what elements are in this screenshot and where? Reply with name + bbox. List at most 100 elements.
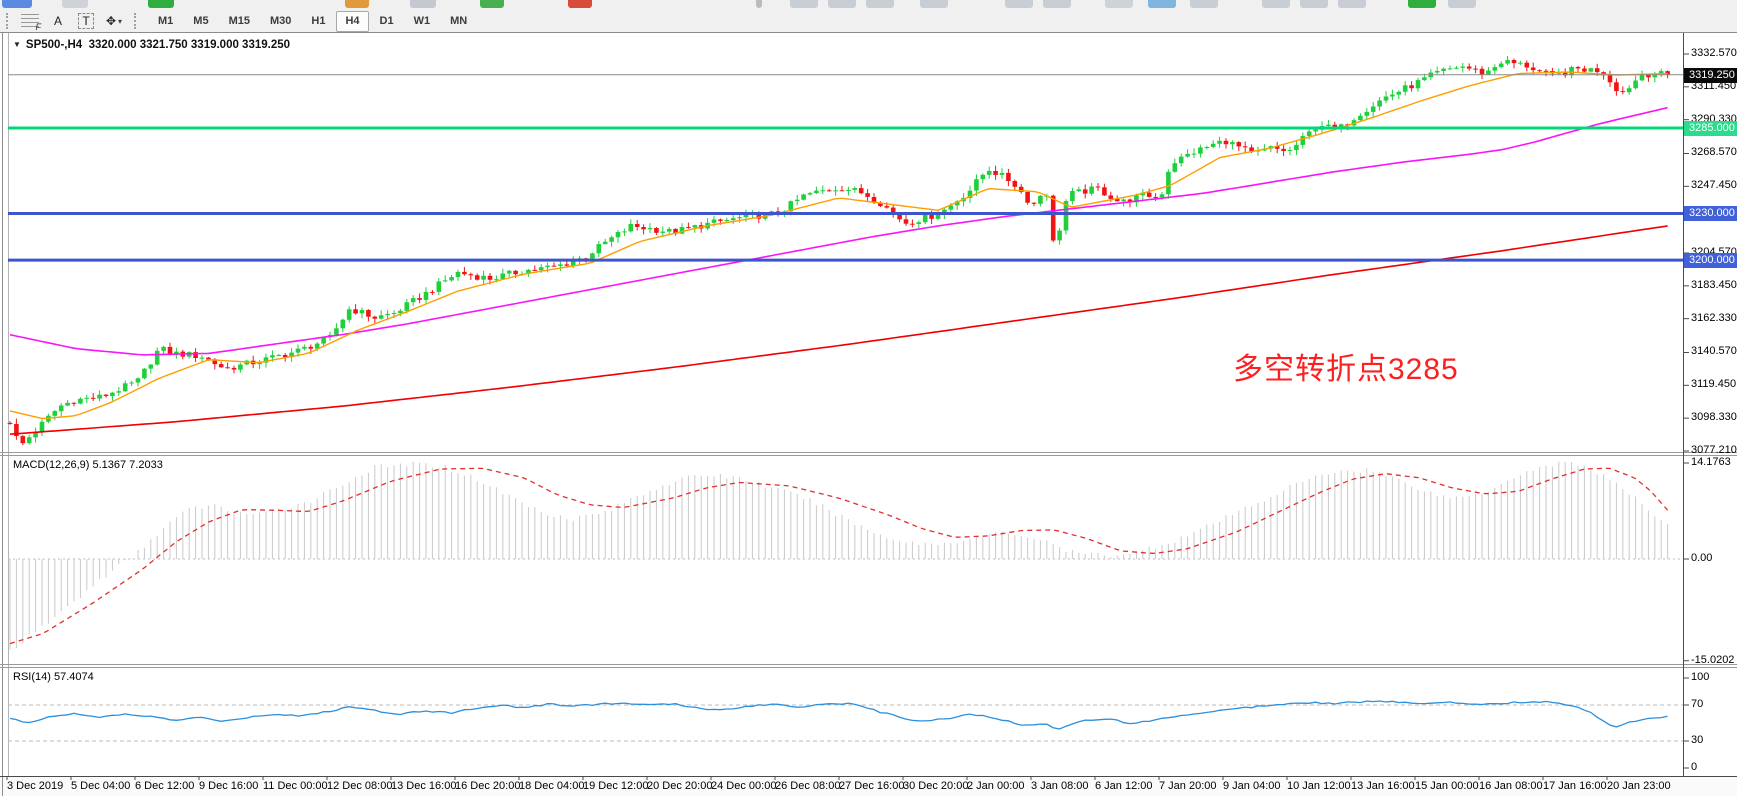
candle-up <box>481 275 486 280</box>
candle-up <box>1089 186 1094 194</box>
timeframe-button-d1[interactable]: D1 <box>379 15 394 27</box>
time-tick-label: 3 Jan 08:00 <box>1031 780 1089 792</box>
candle-up <box>1454 67 1459 69</box>
toolbar-icon-sliver[interactable] <box>1005 0 1033 8</box>
toolbar-icon-sliver[interactable] <box>1148 0 1176 8</box>
symbol-dropdown-icon[interactable]: ▼ <box>13 40 21 49</box>
timeframe-button-group: M1 M5 M15 M30 H1 H4 D1 W1 MN <box>148 10 477 32</box>
toolbar-icon-sliver[interactable] <box>1190 0 1218 8</box>
timeframe-button-m5[interactable]: M5 <box>193 15 209 27</box>
timeframe-button-m30[interactable]: M30 <box>269 15 292 27</box>
candle-down <box>903 219 909 224</box>
ma-slow-red-line <box>9 225 1668 435</box>
chart-symbol-title: ▼ SP500-,H4 3320.000 3321.750 3319.000 33… <box>13 39 290 51</box>
candle-up <box>986 171 992 175</box>
toolbar-grip[interactable] <box>134 13 140 29</box>
toolbar-icon-sliver[interactable] <box>1448 0 1476 8</box>
timeframe-button-mn[interactable]: MN <box>450 15 468 27</box>
candle-down <box>1466 66 1472 69</box>
text-tool-button[interactable]: T <box>74 12 98 31</box>
toolbar-icon-sliver[interactable] <box>1338 0 1366 8</box>
chevron-down-icon[interactable]: ▾ <box>118 16 123 26</box>
toolbar-icon-sliver[interactable] <box>345 0 369 8</box>
candle-up <box>359 310 365 314</box>
candle-up <box>1076 189 1082 191</box>
toolbar-icon-sliver[interactable] <box>790 0 818 8</box>
candle-up <box>1626 88 1632 93</box>
toolbar-grip[interactable] <box>6 13 12 29</box>
candle-down <box>282 355 288 358</box>
toolbar-icon-sliver[interactable] <box>920 0 948 8</box>
candle-down <box>532 269 538 271</box>
candle-up <box>257 362 262 365</box>
candle-up <box>1217 140 1222 144</box>
candle-down <box>1537 70 1542 72</box>
candle-up <box>538 267 544 271</box>
rsi-tick-label: 0 <box>1691 761 1698 773</box>
candle-up <box>78 398 83 404</box>
toolbar-icon-sliver[interactable] <box>866 0 894 8</box>
candle-up <box>263 357 269 363</box>
candle-up <box>801 194 806 200</box>
toolbar-icon-sliver[interactable] <box>1262 0 1290 8</box>
time-tick-label: 13 Jan 16:00 <box>1351 780 1415 792</box>
timeframe-button-w1[interactable]: W1 <box>413 15 431 27</box>
candle-down <box>718 219 723 221</box>
macd-tick-label: 14.1763 <box>1691 456 1731 468</box>
time-tick-label: 2 Jan 00:00 <box>967 780 1025 792</box>
candle-up <box>820 190 826 192</box>
text-label-tool-button[interactable]: A <box>46 12 70 31</box>
arrows-tool-button[interactable]: ✥ ▾ <box>102 12 126 31</box>
candle-up <box>737 217 742 219</box>
candle-up <box>39 421 45 432</box>
toolbar-icon-sliver[interactable] <box>62 0 88 8</box>
candle-down <box>641 227 646 230</box>
toolbar-icon-sliver[interactable] <box>1300 0 1328 8</box>
timeframe-button-h1[interactable]: H1 <box>311 15 326 27</box>
candle-down <box>1524 62 1530 68</box>
candle-down <box>858 188 864 194</box>
toolbar-icon-sliver[interactable] <box>2 0 32 8</box>
price-tick-label: 3247.450 <box>1691 179 1737 192</box>
toolbar-icon-sliver[interactable] <box>828 0 856 8</box>
candle-up <box>570 261 576 266</box>
toolbar-icon-sliver[interactable] <box>1408 0 1436 8</box>
candle-up <box>142 368 147 379</box>
candle-up <box>807 193 813 195</box>
candle-up <box>1447 68 1453 70</box>
candle-down <box>1274 146 1280 149</box>
timeframe-button-m15[interactable]: M15 <box>228 15 250 27</box>
candle-down <box>1012 181 1018 187</box>
toolbar-icon-sliver[interactable] <box>480 0 504 8</box>
candle-down <box>1025 192 1030 203</box>
candle-up <box>711 219 717 223</box>
candle-up <box>398 310 403 313</box>
candle-up <box>26 437 32 444</box>
toolbar-icon-sliver[interactable] <box>148 0 174 8</box>
price-tick-label: 3119.450 <box>1691 378 1737 391</box>
candle-down <box>1223 140 1229 145</box>
candle-up <box>1639 74 1645 81</box>
candle-up <box>1422 77 1427 81</box>
macd-tick-label: -15.0202 <box>1691 653 1735 666</box>
toolbar-icon-sliver[interactable] <box>568 0 592 8</box>
toolbar-icon-sliver[interactable] <box>410 0 436 8</box>
candle-up <box>122 383 128 392</box>
timeframe-button-m1[interactable]: M1 <box>158 15 174 27</box>
time-tick-label: 26 Dec 08:00 <box>775 780 841 792</box>
candle-up <box>346 309 352 320</box>
timeframe-button-h4[interactable]: H4 <box>336 10 369 32</box>
toolbar-icon-sliver[interactable] <box>1105 0 1133 8</box>
candle-up <box>270 355 275 358</box>
fibonacci-tool-button[interactable]: F <box>18 12 42 32</box>
candle-up <box>58 405 64 412</box>
toolbar-icon-sliver[interactable] <box>1043 0 1071 8</box>
toolbar-icon-sliver[interactable] <box>756 0 762 8</box>
candle-up <box>1390 94 1395 97</box>
candle-up <box>404 302 410 311</box>
time-tick-label: 9 Jan 04:00 <box>1223 780 1281 792</box>
candle-down <box>1614 82 1619 92</box>
candle-up <box>148 364 154 369</box>
candle-up <box>455 271 461 278</box>
